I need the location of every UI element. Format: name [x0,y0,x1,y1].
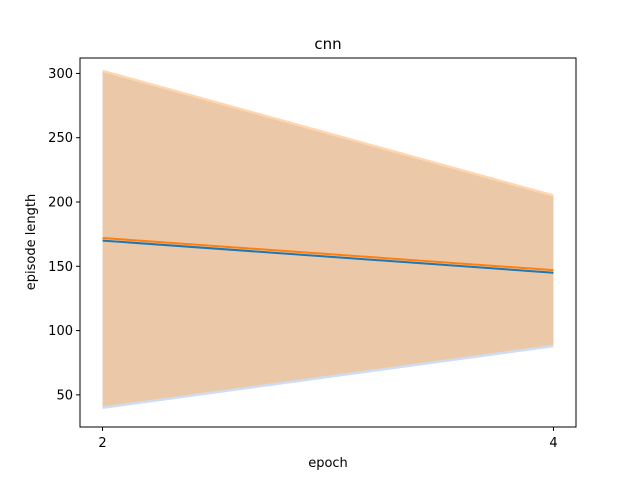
chart-title: cnn [314,35,341,53]
y-tick-label: 100 [48,324,73,339]
x-tick-label: 4 [549,436,557,451]
plot-frame [79,57,577,428]
y-tick-label: 300 [48,67,73,82]
y-tick-label: 250 [48,131,73,146]
y-axis-ticks: 50 100 150 200 250 300 [48,67,80,403]
line-series-1 [102,239,554,274]
confidence-bands [102,69,554,410]
mean-lines [102,237,554,274]
band-series-2 [102,69,554,407]
y-axis-label: episode length [24,194,39,290]
y-tick-label: 200 [48,196,73,211]
y-tick-label: 50 [56,388,73,403]
x-axis-label: epoch [308,456,348,471]
y-tick-label: 150 [48,260,73,275]
x-tick-label: 2 [98,436,106,451]
line-series-2 [102,237,554,272]
